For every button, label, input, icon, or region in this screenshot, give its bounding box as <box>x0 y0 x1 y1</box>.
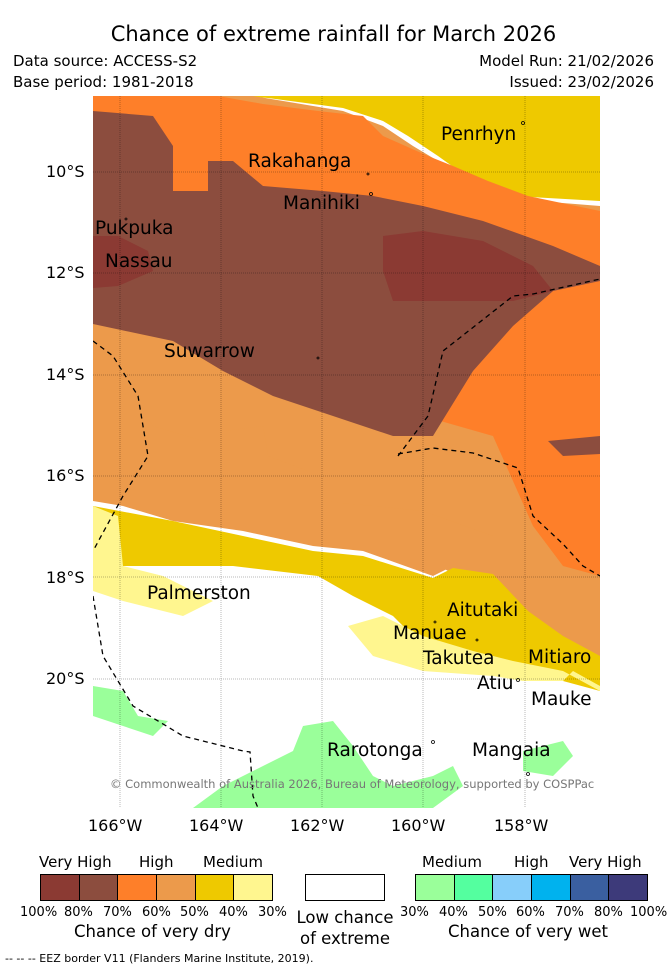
legend-dry-very-high-header: Very High <box>39 853 112 871</box>
island-label-palmerston: Palmerston <box>147 583 251 604</box>
lon-label-166w: 166°W <box>88 816 143 835</box>
legend-dry-high-header: High <box>139 853 174 871</box>
legend-low-chance-swatch <box>305 874 385 901</box>
region-high-light-south <box>93 386 493 576</box>
legend-wet-swatch-6 <box>609 875 648 900</box>
legend-wet-high-header: High <box>514 853 549 871</box>
island-label-rakahanga: Rakahanga <box>248 151 352 172</box>
legend-wet-swatch-2 <box>454 875 494 900</box>
legend-dry-swatch-1 <box>41 875 80 900</box>
legend-dry-colorbar <box>40 874 273 901</box>
island-label-mangaia: Mangaia <box>472 740 551 761</box>
lat-label-16s: 16°S <box>46 466 85 485</box>
lat-label-18s: 18°S <box>46 568 85 587</box>
island-label-rarotonga: Rarotonga <box>327 740 423 761</box>
region-wet-north-west <box>93 686 168 736</box>
legend-wet-tick-80: 80% <box>594 905 623 920</box>
legend-wet-medium-header: Medium <box>422 853 482 871</box>
base-period: Base period: 1981-2018 <box>13 73 194 91</box>
legend-dry-tick-40: 40% <box>219 905 248 920</box>
lat-label-14s: 14°S <box>46 365 85 384</box>
legend-wet-swatch-4 <box>532 875 571 900</box>
region-wet-south <box>193 721 463 808</box>
legend-low-chance-line2: of extreme <box>299 929 391 948</box>
graticule <box>93 96 600 808</box>
legend-dry-tick-50: 50% <box>180 905 209 920</box>
lon-label-160w: 160°W <box>391 816 446 835</box>
lon-label-158w: 158°W <box>494 816 549 835</box>
legend-dry-tick-80: 80% <box>64 905 93 920</box>
region-very-high <box>93 111 600 436</box>
legend-dry-swatch-6 <box>234 875 273 900</box>
region-very-high-core-west <box>93 236 153 288</box>
island-label-atiu: Atiu <box>477 673 514 694</box>
legend-wet-tick-60: 60% <box>516 905 545 920</box>
region-medium <box>93 506 600 691</box>
lon-label-162w: 162°W <box>290 816 345 835</box>
legend-wet-tick-30: 30% <box>400 905 429 920</box>
island-label-aitutaki: Aitutaki <box>447 600 519 621</box>
lat-label-12s: 12°S <box>46 263 85 282</box>
region-very-high-east <box>548 436 600 456</box>
legend-dry-swatch-5 <box>195 875 235 900</box>
island-label-suwarrow: Suwarrow <box>164 341 255 362</box>
legend-dry-tick-100: 100% <box>20 905 58 920</box>
legend-dry-title: Chance of very dry <box>74 922 231 941</box>
eez-border-note: -- -- -- EEZ border V11 (Flanders Marine… <box>5 952 314 965</box>
lat-label-20s: 20°S <box>46 669 85 688</box>
region-medium-light-south <box>348 616 600 691</box>
legend-dry-tick-70: 70% <box>103 905 132 920</box>
legend-wet-tick-40: 40% <box>439 905 468 920</box>
legend-dry-swatch-3 <box>118 875 158 900</box>
legend-wet-swatch-5 <box>570 875 610 900</box>
island-label-manuae: Manuae <box>393 623 467 644</box>
island-label-nassau: Nassau <box>105 251 173 272</box>
issued-date: Issued: 23/02/2026 <box>509 73 654 91</box>
lon-label-164w: 164°W <box>189 816 244 835</box>
legend-dry-tick-30: 30% <box>258 905 287 920</box>
map-title: Chance of extreme rainfall for March 202… <box>110 22 557 46</box>
region-medium-north <box>243 96 600 201</box>
island-markers <box>124 121 530 776</box>
legend-wet-tick-100: 100% <box>630 905 667 920</box>
region-wet-south-east <box>523 741 573 776</box>
legend-low-chance-line1: Low chance <box>296 908 394 927</box>
model-run: Model Run: 21/02/2026 <box>479 52 654 70</box>
legend-wet-swatch-3 <box>493 875 533 900</box>
region-medium-light <box>93 506 213 616</box>
region-very-high-core-east <box>383 231 553 301</box>
legend-dry-medium-header: Medium <box>203 853 263 871</box>
data-source: Data source: ACCESS-S2 <box>13 52 198 70</box>
rainfall-map <box>93 96 600 808</box>
lat-label-10s: 10°S <box>46 162 85 181</box>
legend-wet-very-high-header: Very High <box>569 853 642 871</box>
legend-wet-tick-50: 50% <box>478 905 507 920</box>
island-label-manihiki: Manihiki <box>283 193 360 214</box>
island-label-pukapuka: Pukpuka <box>95 218 174 239</box>
island-label-mauke: Mauke <box>531 689 592 710</box>
legend-wet-swatch-1 <box>416 875 455 900</box>
island-label-takutea: Takutea <box>423 648 495 669</box>
copyright-notice: © Commonwealth of Australia 2026, Bureau… <box>110 777 595 791</box>
legend-wet-colorbar <box>415 874 648 901</box>
legend-dry-tick-60: 60% <box>142 905 171 920</box>
eez-border <box>93 278 600 808</box>
legend-wet-title: Chance of very wet <box>448 922 608 941</box>
legend-wet-tick-70: 70% <box>555 905 584 920</box>
legend-dry-swatch-4 <box>157 875 196 900</box>
island-label-mitiaro: Mitiaro <box>528 647 592 668</box>
island-label-penrhyn: Penrhyn <box>441 124 517 145</box>
legend-dry-swatch-2 <box>79 875 119 900</box>
